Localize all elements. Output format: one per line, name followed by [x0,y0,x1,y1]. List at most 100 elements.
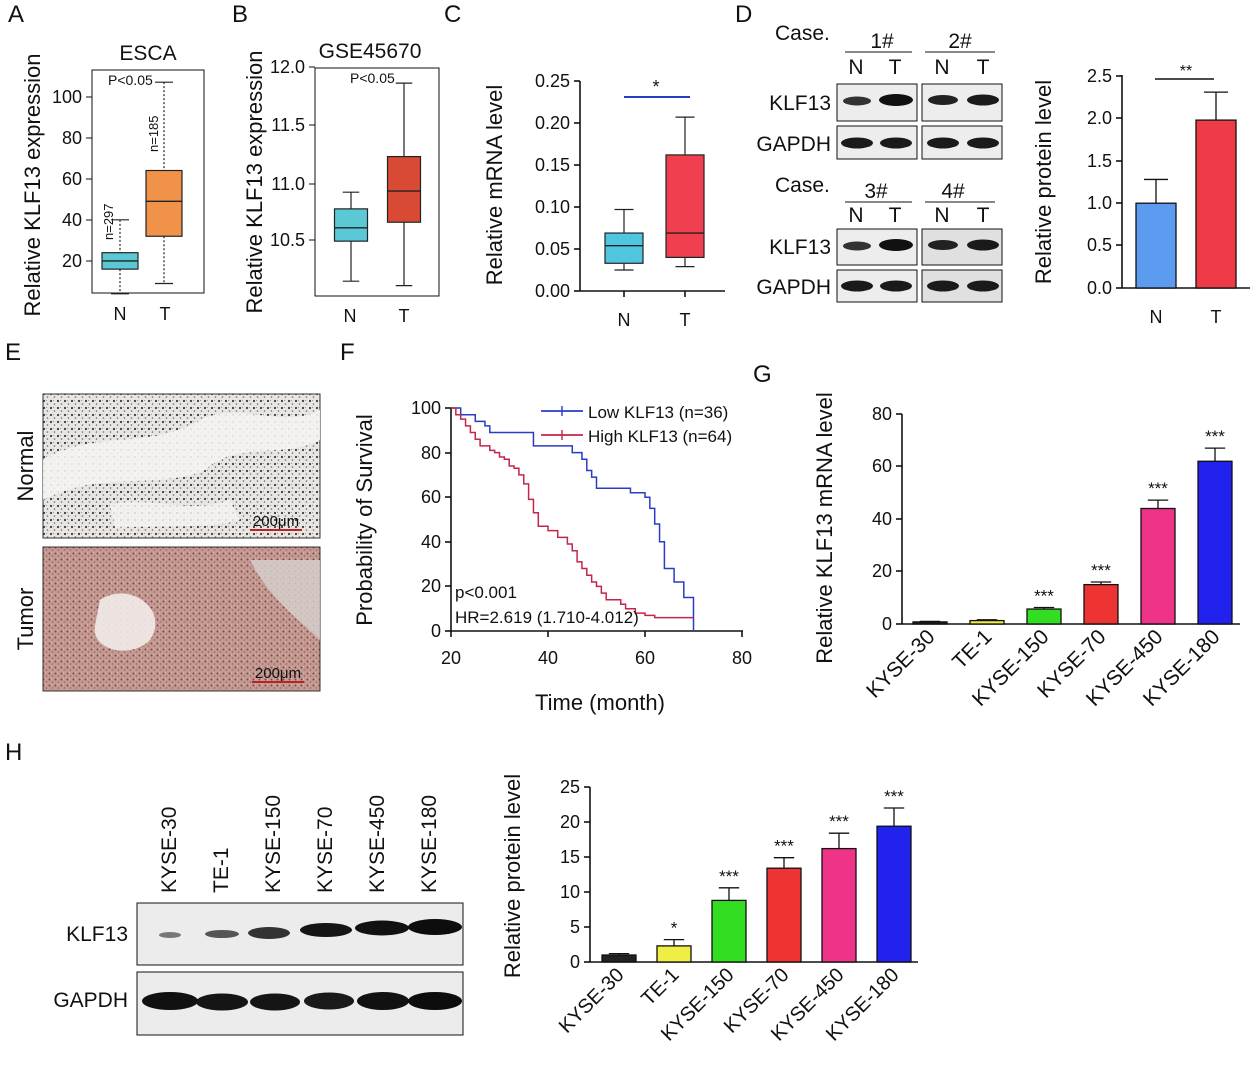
panel-f-xlabel: Time (month) [535,690,665,715]
lane-label: KYSE-150 [262,795,285,893]
box-T [386,155,422,223]
panel-letter-e: E [5,339,21,366]
tick-label: 12.0 [270,57,305,77]
case-label-bottom: Case. [775,174,830,197]
lane-n: N [934,56,949,79]
blot-h [136,902,464,1036]
panel-letter-f: F [340,339,355,366]
bar-KYSE-450 [821,847,857,963]
panel-c-sig: * [652,77,659,97]
tick-label: 20 [62,251,82,271]
gapdh-label: GAPDH [756,133,831,156]
tick-label: 60 [635,648,655,668]
lane-label: KYSE-30 [158,807,181,893]
panel-letter-g: G [753,361,772,388]
bar-KYSE-70 [1083,583,1119,625]
tick-label: 11.5 [271,115,305,135]
panel-a-boxes [101,81,183,295]
panel-f-axes: 0 20 40 60 80 100 20 40 60 80 [411,398,752,668]
x-tick-label: KYSE-30 [862,625,939,702]
tick-label: 0.00 [535,281,570,301]
bar-KYSE-180 [1197,460,1233,625]
panel-b-pvalue: P<0.05 [350,70,395,86]
panel-letter-a: A [8,1,24,28]
lane-n: N [848,204,863,227]
gapdh-label: GAPDH [756,276,831,299]
blot-case-3-4 [836,228,1003,303]
tick-label: 80 [62,128,82,148]
tick-label: 2.0 [1087,108,1112,128]
panel-a-n-tumor: n=185 [146,115,161,152]
significance-label: *** [1148,479,1168,498]
significance-label: * [671,919,678,938]
panel-f-curves [451,407,695,631]
panel-b-xtick-t: T [399,306,410,326]
lane-label: TE-1 [210,847,233,893]
normal-label: Normal [13,431,38,502]
tick-label: 1.5 [1087,151,1112,171]
significance-label: *** [1205,427,1225,446]
bar-KYSE-150 [1026,608,1062,625]
lane-t: T [889,204,902,227]
panel-a-xtick-t: T [160,304,171,324]
bar-KYSE-180 [876,825,912,963]
panel-d-xtick-n: N [1150,307,1163,327]
panel-a-frame [91,69,205,294]
tick-label: 15 [560,847,580,867]
bar-KYSE-30 [912,621,948,625]
lane-n: N [848,56,863,79]
significance-label: *** [1034,586,1054,605]
bar-KYSE-30 [601,954,637,963]
lane-label: KYSE-450 [366,795,389,893]
significance-label: *** [829,812,849,831]
panel-a-yticks: 20 40 60 80 100 [52,87,92,271]
panel-a-n-normal: n=297 [101,203,116,240]
panel-letter-h: H [5,739,22,766]
km-curve-high [451,407,694,619]
panel-h-axes: 0 5 10 15 20 25 [560,777,918,972]
panel-a-pvalue: P<0.05 [108,72,153,88]
klf13-label: KLF13 [769,236,831,259]
tick-label: 40 [538,648,558,668]
panel-letter-d: D [735,1,752,28]
tick-label: 0.5 [1087,235,1112,255]
panel-c-xtick-t: T [680,310,691,330]
blot-case-1-2 [836,83,1003,160]
lane-n: N [934,204,949,227]
panel-h-lane-labels: KYSE-30 TE-1 KYSE-150 KYSE-70 KYSE-450 KYSE-1… [158,795,441,893]
tick-label: 2.5 [1087,66,1112,86]
panel-b-yticks: 10.5 11.0 11.5 12.0 [270,57,315,250]
panel-d-ylabel: Relative protein level [1031,80,1056,284]
klf13-label: KLF13 [769,92,831,115]
case-1-label: 1# [870,30,894,53]
tick-label: 0.0 [1087,278,1112,298]
bar-TE-1 [969,619,1005,625]
tick-label: 40 [62,210,82,230]
panel-c-axes: 0.00 0.05 0.10 0.15 0.20 0.25 [535,71,725,301]
tick-label: 60 [421,487,441,507]
panel-f-legend: Low KLF13 (n=36) High KLF13 (n=64) [541,403,732,446]
tick-label: 0.25 [535,71,570,91]
panel-a-xtick-n: N [114,304,127,324]
tick-label: 0 [882,614,892,634]
panel-c-boxes [604,116,705,271]
bar-KYSE-150 [711,899,747,963]
bar-KYSE-450 [1140,507,1176,625]
box-T [145,169,183,237]
h-gapdh-label: GAPDH [53,989,128,1012]
tick-label: 40 [421,532,441,552]
tick-label: 20 [872,561,892,581]
tumor-label: Tumor [13,588,38,651]
tick-label: 20 [441,648,461,668]
panel-d-bars [1135,91,1237,289]
panel-c-xtick-n: N [618,310,631,330]
bar-T [1195,119,1237,289]
panel-b-ylabel: Relative KLF13 expression [242,51,267,314]
x-tick-label: TE-1 [637,964,683,1010]
histology-tumor-image [42,546,321,692]
lane-t: T [977,204,990,227]
bar-TE-1 [656,945,692,963]
box-T [665,154,705,259]
lane-label: KYSE-180 [418,795,441,893]
